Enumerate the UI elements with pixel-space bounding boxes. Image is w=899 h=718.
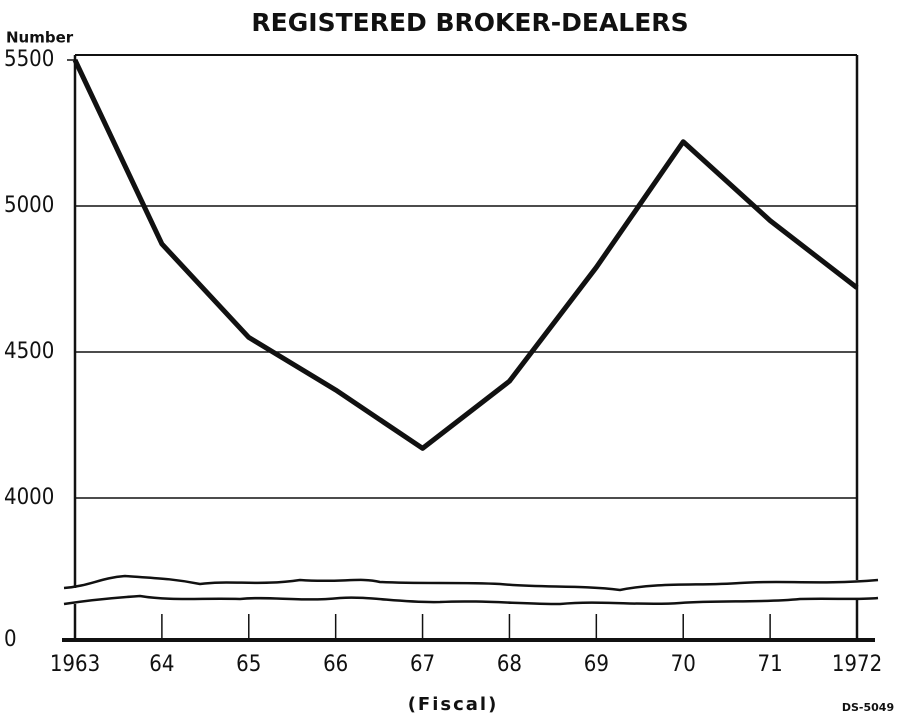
y-tick-label: 5000 <box>4 193 54 218</box>
y-tick-label: 5500 <box>4 47 54 72</box>
note: DS-5049 <box>842 701 894 714</box>
y-tick-label: 0 <box>4 627 17 652</box>
y-tick-label: 4000 <box>4 485 54 510</box>
chart-title: REGISTERED BROKER-DEALERS <box>251 8 688 37</box>
x-tick-label: 71 <box>758 652 783 677</box>
x-axis-label: (Fiscal) <box>408 694 499 715</box>
x-tick-label: 68 <box>497 652 522 677</box>
y-axis-label: Number <box>6 29 74 47</box>
line <box>72 58 859 451</box>
x-tick-label: 64 <box>149 652 174 677</box>
x-tick-label: 65 <box>236 652 261 677</box>
x-tick-label: 67 <box>410 652 435 677</box>
x-tick-label: 69 <box>584 652 609 677</box>
y-tick-label: 4500 <box>4 339 54 364</box>
x-tick-label: 70 <box>671 652 696 677</box>
axis-break <box>63 574 879 606</box>
x-tick-label: 1963 <box>50 652 100 677</box>
x-tick-label: 66 <box>323 652 348 677</box>
x-tick-label: 1972 <box>832 652 882 677</box>
